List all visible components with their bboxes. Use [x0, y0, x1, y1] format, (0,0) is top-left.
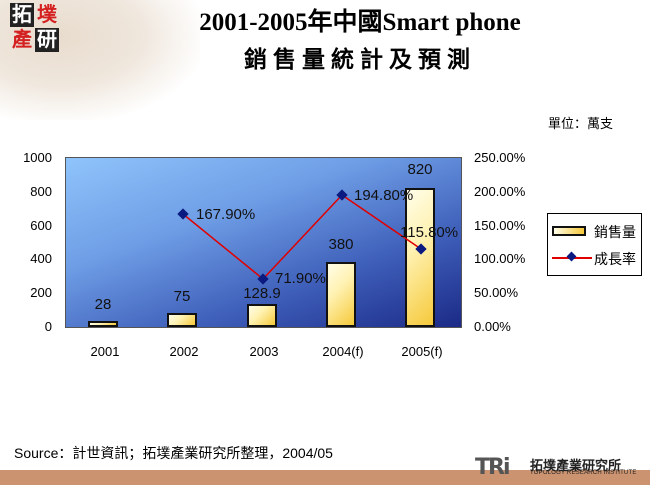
bar-2002	[167, 313, 197, 327]
y-right-tick: 100.00%	[474, 251, 526, 266]
footer-band	[0, 470, 650, 485]
y-left-tick: 1000	[23, 150, 52, 165]
growth-line	[177, 189, 427, 285]
bar-value-label: 75	[173, 288, 191, 305]
bar-swatch-icon	[552, 226, 586, 236]
growth-value-label: 115.80%	[400, 224, 459, 241]
y-right-tick: 0.00%	[474, 319, 511, 334]
diamond-marker-icon	[566, 251, 577, 262]
y-right-tick: 200.00%	[474, 184, 526, 199]
logo: 拓 墣 產 研	[10, 3, 62, 53]
bar-2005	[405, 188, 435, 327]
source-note: Source：計世資訊；拓墣產業研究所整理，2004/05	[14, 445, 333, 461]
plot-area: 28 75 128.9 380 820 167.90% 71.90% 194.8…	[65, 157, 462, 328]
tri-logo: TRi 拓墣產業研究所 TOPOLOGY RESEARCH INSTITUTE	[470, 455, 650, 485]
chart-title-line1: 2001-2005年中國Smart phone	[199, 9, 521, 36]
y-left-tick: 200	[30, 285, 52, 300]
bar-value-label: 820	[407, 161, 433, 178]
y-right-tick: 150.00%	[474, 218, 526, 233]
bar-value-label: 128.9	[243, 285, 281, 302]
logo-char: 產	[12, 27, 32, 51]
logo-char: 研	[35, 27, 59, 52]
x-tick: 2002	[169, 344, 199, 359]
bar-2004	[326, 262, 356, 327]
growth-value-label: 167.90%	[196, 206, 256, 223]
y-left-tick: 600	[30, 218, 52, 233]
tri-mark: TRi	[475, 455, 510, 480]
x-tick: 2004(f)	[322, 344, 364, 359]
x-tick: 2003	[249, 344, 279, 359]
y-left-tick: 400	[30, 251, 52, 266]
org-name-cn: 拓墣產業研究所	[530, 458, 622, 473]
y-right-tick: 250.00%	[474, 150, 526, 165]
unit-label: 單位：萬支	[548, 116, 614, 131]
bar-value-label: 28	[94, 296, 112, 313]
chart-title-line2: 銷售量統計及預測	[244, 47, 476, 72]
bar-value-label: 380	[328, 236, 354, 253]
y-right-tick: 50.00%	[474, 285, 519, 300]
legend: 銷售量 成長率	[547, 213, 642, 276]
y-left-tick: 800	[30, 184, 52, 199]
org-name-en: TOPOLOGY RESEARCH INSTITUTE	[530, 470, 637, 476]
logo-char: 拓	[10, 2, 34, 27]
bar-2001	[88, 321, 118, 327]
bar-2003	[247, 304, 277, 327]
growth-value-label: 194.80%	[354, 187, 414, 204]
x-tick: 2001	[90, 344, 120, 359]
growth-value-label: 71.90%	[275, 270, 326, 287]
x-tick: 2005(f)	[401, 344, 443, 359]
logo-char: 墣	[37, 2, 57, 26]
y-left-tick: 0	[44, 319, 52, 334]
